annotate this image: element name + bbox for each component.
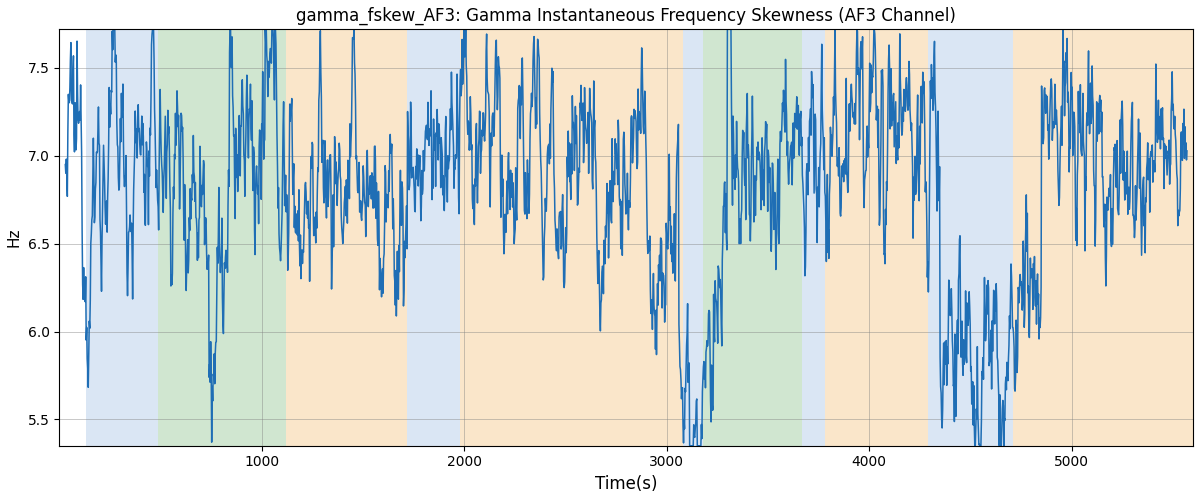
X-axis label: Time(s): Time(s): [595, 475, 658, 493]
Bar: [824, 30, 928, 446]
Title: gamma_fskew_AF3: Gamma Instantaneous Frequency Skewness (AF3 Channel): gamma_fskew_AF3: Gamma Instantaneous Fre…: [296, 7, 956, 25]
Bar: [683, 30, 703, 446]
Bar: [158, 30, 286, 446]
Bar: [286, 30, 408, 446]
Bar: [408, 30, 460, 446]
Bar: [85, 30, 158, 446]
Bar: [803, 30, 824, 446]
Bar: [928, 30, 1013, 446]
Bar: [703, 30, 803, 446]
Bar: [460, 30, 683, 446]
Bar: [1013, 30, 1193, 446]
Y-axis label: Hz: Hz: [7, 228, 22, 248]
